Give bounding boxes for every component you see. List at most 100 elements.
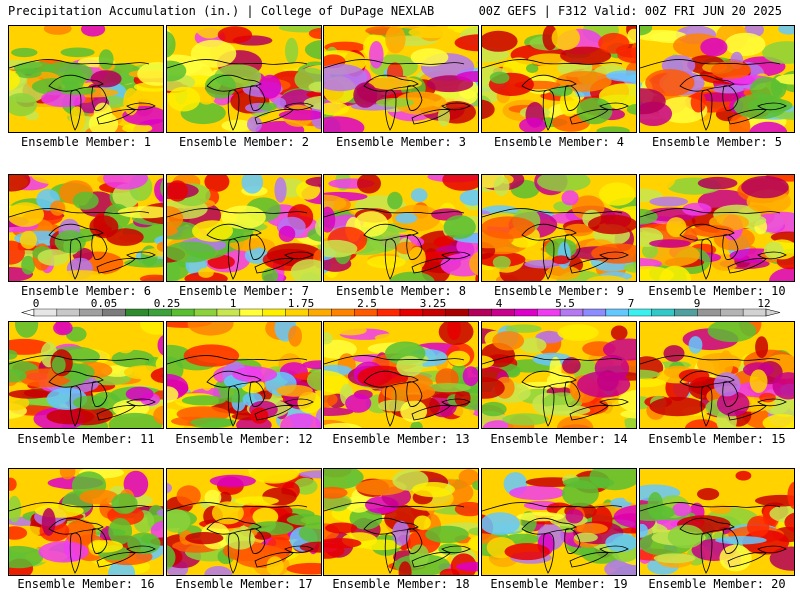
precipitation-field: [482, 26, 636, 132]
ensemble-member-label: Ensemble Member: 18: [332, 577, 470, 591]
colorbar-segment: [56, 308, 80, 317]
precipitation-colorbar: [20, 308, 781, 317]
ensemble-member-label: Ensemble Member: 19: [490, 577, 628, 591]
model-valid-time: 00Z GEFS | F312 Valid: 00Z FRI JUN 20 20…: [478, 4, 782, 18]
ensemble-member-map: [8, 321, 164, 429]
ensemble-member-map: [323, 25, 479, 133]
colorbar-segment: [491, 308, 515, 317]
ensemble-member-map: [481, 321, 637, 429]
ensemble-member-map: [8, 25, 164, 133]
ensemble-member-label: Ensemble Member: 2: [178, 135, 310, 149]
ensemble-member-label: Ensemble Member: 12: [175, 432, 313, 446]
ensemble-member-map: [166, 468, 322, 576]
ensemble-member-map: [323, 468, 479, 576]
precipitation-field: [640, 175, 794, 281]
ensemble-member-label: Ensemble Member: 7: [178, 284, 310, 298]
precipitation-field: [324, 469, 478, 575]
colorbar-tick-label: 4: [495, 297, 503, 310]
colorbar-segment: [102, 308, 126, 317]
colorbar-segment: [651, 308, 675, 317]
colorbar-tick-label: 7: [627, 297, 635, 310]
precipitation-field: [640, 322, 794, 428]
ensemble-member-label: Ensemble Member: 13: [332, 432, 470, 446]
ensemble-member-label: Ensemble Member: 9: [493, 284, 625, 298]
colorbar-segment: [720, 308, 744, 317]
colorbar-segment: [148, 308, 172, 317]
colorbar-segment: [468, 308, 492, 317]
colorbar-segment: [171, 308, 195, 317]
precipitation-field: [324, 175, 478, 281]
colorbar-tick-label: 1: [229, 297, 237, 310]
ensemble-member-map: [481, 25, 637, 133]
colorbar-segment: [559, 308, 584, 317]
precipitation-field: [640, 26, 794, 132]
colorbar-segment: [125, 308, 149, 317]
ensemble-member-map: [639, 468, 795, 576]
colorbar-tick-label: 0.25: [153, 297, 181, 310]
ensemble-member-label: Ensemble Member: 8: [335, 284, 467, 298]
ensemble-member-map: [481, 468, 637, 576]
precipitation-field: [167, 469, 321, 575]
ensemble-member-map: [639, 321, 795, 429]
colorbar-segment: [674, 308, 698, 317]
colorbar-segment: [605, 308, 629, 317]
ensemble-member-map: [8, 174, 164, 282]
colorbar-tick-label: 5.5: [555, 297, 575, 310]
colorbar-segment: [193, 308, 218, 317]
ensemble-member-label: Ensemble Member: 4: [493, 135, 625, 149]
ensemble-member-label: Ensemble Member: 15: [648, 432, 786, 446]
ensemble-member-label: Ensemble Member: 20: [648, 577, 786, 591]
precipitation-field: [167, 26, 321, 132]
colorbar-tick-label: 2.5: [357, 297, 377, 310]
colorbar-min-arrow: [20, 308, 35, 317]
ensemble-member-map: [639, 25, 795, 133]
precipitation-field: [9, 322, 163, 428]
ensemble-member-label: Ensemble Member: 16: [17, 577, 155, 591]
ensemble-member-map: [166, 321, 322, 429]
ensemble-member-label: Ensemble Member: 6: [20, 284, 152, 298]
colorbar-tick-label: 12: [757, 297, 771, 310]
colorbar-segment: [308, 308, 332, 317]
ensemble-member-map: [323, 174, 479, 282]
ensemble-member-label: Ensemble Member: 10: [648, 284, 786, 298]
ensemble-member-label: Ensemble Member: 5: [651, 135, 783, 149]
colorbar-segment: [354, 308, 378, 317]
colorbar-max-arrow: [765, 308, 781, 317]
colorbar-tick-label: 0.05: [90, 297, 118, 310]
precipitation-field: [482, 175, 636, 281]
colorbar-tick-label: 0: [32, 297, 40, 310]
colorbar-segment: [399, 308, 424, 317]
colorbar-segment: [285, 308, 309, 317]
precipitation-field: [9, 469, 163, 575]
colorbar-segment: [697, 308, 721, 317]
colorbar-segment: [262, 308, 286, 317]
ensemble-member-map: [166, 174, 322, 282]
colorbar-segment: [514, 308, 538, 317]
colorbar-segment: [216, 308, 241, 317]
ensemble-member-label: Ensemble Member: 14: [490, 432, 628, 446]
precipitation-field: [9, 26, 163, 132]
colorbar-segment: [445, 308, 469, 317]
precipitation-field: [167, 175, 321, 281]
ensemble-member-label: Ensemble Member: 1: [20, 135, 152, 149]
precipitation-field: [167, 322, 321, 428]
ensemble-member-map: [481, 174, 637, 282]
precipitation-field: [482, 469, 636, 575]
precipitation-field: [324, 26, 478, 132]
colorbar-segment: [33, 308, 58, 317]
colorbar-segment: [376, 308, 401, 317]
ensemble-member-map: [323, 321, 479, 429]
ensemble-member-map: [8, 468, 164, 576]
colorbar-tick-label: 9: [693, 297, 701, 310]
precipitation-field: [640, 469, 794, 575]
colorbar-segment: [742, 308, 767, 317]
precipitation-field: [324, 322, 478, 428]
colorbar-segment: [628, 308, 652, 317]
ensemble-member-label: Ensemble Member: 17: [175, 577, 313, 591]
ensemble-member-label: Ensemble Member: 11: [17, 432, 155, 446]
colorbar-tick-label: 1.75: [287, 297, 315, 310]
ensemble-member-label: Ensemble Member: 3: [335, 135, 467, 149]
colorbar-segment: [537, 308, 561, 317]
colorbar-segment: [239, 308, 263, 317]
colorbar-segment: [331, 308, 355, 317]
